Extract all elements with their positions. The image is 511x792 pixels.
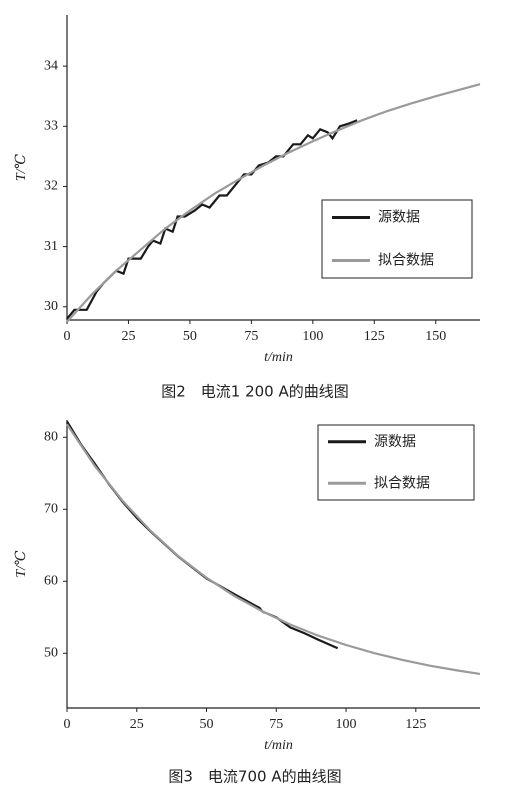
data-line — [66, 420, 339, 650]
x-tick-label: 25 — [121, 329, 135, 344]
data-line — [66, 83, 481, 323]
x-tick-label: 100 — [302, 329, 323, 344]
x-axis-label: t/min — [264, 350, 293, 365]
x-axis-label: t/min — [264, 738, 293, 753]
legend-label: 源数据 — [374, 434, 416, 450]
y-tick-label: 32 — [44, 179, 58, 194]
y-tick-label: 30 — [44, 299, 58, 314]
x-tick-label: 50 — [183, 329, 197, 344]
legend-box — [317, 424, 475, 501]
y-tick-label: 60 — [44, 573, 58, 588]
y-tick-label: 33 — [44, 119, 58, 134]
legend-label: 源数据 — [378, 210, 420, 226]
y-tick-label: 50 — [44, 645, 58, 660]
y-tick-label: 34 — [44, 58, 58, 73]
data-line — [66, 119, 358, 320]
x-tick-label: 125 — [364, 329, 385, 344]
data-line — [66, 423, 481, 675]
legend-label: 拟合数据 — [378, 253, 434, 269]
y-axis-label: T/℃ — [14, 550, 29, 578]
x-tick-label: 75 — [244, 329, 258, 344]
x-tick-label: 0 — [64, 717, 71, 732]
x-tick-label: 25 — [130, 717, 144, 732]
y-tick-label: 70 — [44, 501, 58, 516]
legend-box — [321, 199, 473, 279]
figure-caption: 图3 电流700 A的曲线图 — [168, 768, 341, 786]
x-tick-label: 100 — [336, 717, 357, 732]
figure-caption: 图2 电流1 200 A的曲线图 — [161, 383, 349, 401]
x-tick-label: 125 — [405, 717, 426, 732]
legend-label: 拟合数据 — [374, 475, 430, 491]
x-tick-label: 0 — [64, 329, 71, 344]
y-tick-label: 80 — [44, 429, 58, 444]
x-tick-label: 50 — [200, 717, 214, 732]
x-tick-label: 150 — [425, 329, 446, 344]
x-tick-label: 75 — [269, 717, 283, 732]
y-tick-label: 31 — [44, 239, 58, 254]
y-axis-label: T/℃ — [14, 153, 29, 181]
